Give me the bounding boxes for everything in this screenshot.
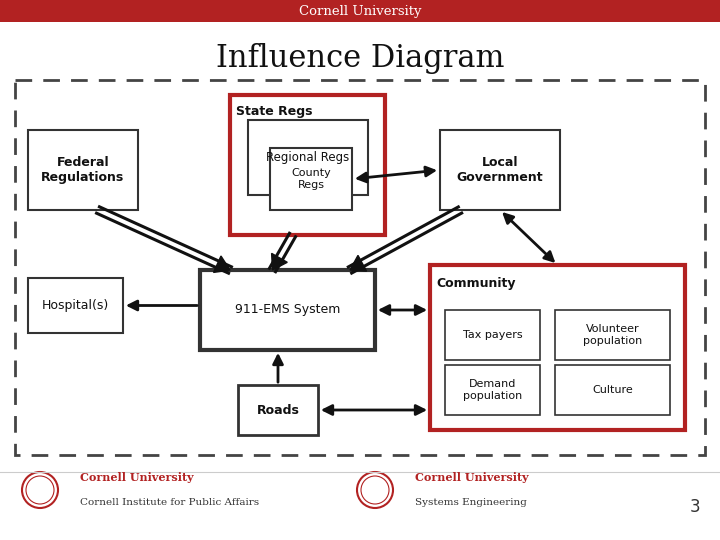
Text: State Regs: State Regs <box>236 105 312 118</box>
Bar <box>555 310 670 360</box>
Text: Federal
Regulations: Federal Regulations <box>41 156 125 184</box>
Text: Roads: Roads <box>256 403 300 416</box>
Bar <box>28 130 138 210</box>
Text: Local
Government: Local Government <box>456 156 544 184</box>
Text: Influence Diagram: Influence Diagram <box>216 43 504 73</box>
Bar <box>248 120 368 195</box>
Bar <box>445 310 540 360</box>
Bar <box>15 80 705 455</box>
Text: Cornell University: Cornell University <box>80 472 194 483</box>
Bar <box>445 365 540 415</box>
Text: Hospital(s): Hospital(s) <box>42 299 109 312</box>
Polygon shape <box>214 256 230 272</box>
Bar <box>230 95 385 235</box>
Polygon shape <box>271 253 287 270</box>
Bar <box>0 0 720 22</box>
Text: Cornell University: Cornell University <box>415 472 528 483</box>
Bar <box>238 385 318 435</box>
Bar <box>555 365 670 415</box>
Text: Cornell Institute for Public Affairs: Cornell Institute for Public Affairs <box>80 498 259 507</box>
Bar <box>440 130 560 210</box>
Text: Volunteer
population: Volunteer population <box>583 324 642 346</box>
Text: County
Regs: County Regs <box>291 168 331 190</box>
Text: 3: 3 <box>689 498 700 516</box>
Bar <box>200 270 375 350</box>
Text: Community: Community <box>436 277 516 290</box>
Text: Systems Engineering: Systems Engineering <box>415 498 527 507</box>
Text: Demand
population: Demand population <box>463 379 522 401</box>
Polygon shape <box>350 255 366 271</box>
Bar <box>28 278 123 333</box>
Bar <box>430 265 685 430</box>
Bar <box>270 148 352 210</box>
Text: Regional Regs: Regional Regs <box>266 151 350 164</box>
Text: Culture: Culture <box>592 385 633 395</box>
Text: Tax payers: Tax payers <box>463 330 522 340</box>
Text: 911-EMS System: 911-EMS System <box>235 303 340 316</box>
Text: Cornell University: Cornell University <box>299 5 421 18</box>
